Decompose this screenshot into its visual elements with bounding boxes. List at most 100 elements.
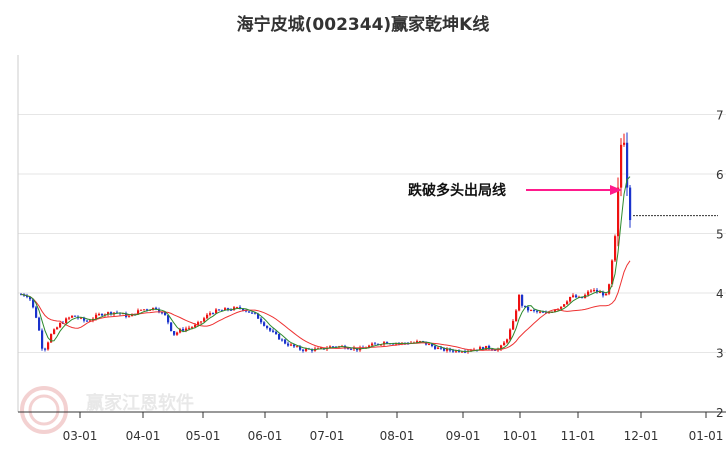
candle-body: [572, 295, 575, 297]
y-axis: 7 6 5 4 3 2: [716, 109, 724, 421]
candle-body: [509, 329, 512, 340]
candle-body: [569, 296, 572, 302]
candle-body: [494, 349, 497, 351]
candle-body: [464, 351, 467, 353]
candle-body: [542, 311, 545, 313]
candle-body: [527, 307, 530, 311]
candle-body: [35, 307, 38, 318]
candle-body: [47, 342, 50, 350]
y-tick-label: 4: [716, 287, 724, 301]
candle-body: [137, 310, 140, 315]
candle-body: [185, 328, 188, 331]
y-tick-label: 6: [716, 168, 724, 182]
candle-body: [212, 313, 215, 315]
candle-body: [173, 331, 176, 335]
candle-body: [56, 327, 59, 330]
candle-body: [296, 346, 299, 348]
candle-body: [50, 334, 53, 343]
candle-body: [608, 284, 611, 294]
candle-body: [161, 312, 164, 314]
candle-body: [95, 314, 98, 319]
candle-body: [623, 142, 626, 145]
candlesticks: [20, 132, 632, 354]
candle-body: [32, 299, 35, 308]
candle-body: [512, 321, 515, 330]
x-tick-label: 07-01: [310, 429, 345, 443]
x-tick-label: 01-01: [689, 429, 724, 443]
candle-body: [266, 325, 269, 328]
candle-body: [179, 329, 182, 333]
candle-body: [38, 317, 41, 331]
candle-body: [443, 347, 446, 351]
candle-body: [170, 322, 173, 332]
candle-body: [182, 329, 185, 331]
candle-body: [110, 312, 113, 315]
candle-body: [332, 346, 335, 348]
candle-body: [437, 347, 440, 349]
candle-body: [167, 315, 170, 323]
x-tick-label: 05-01: [186, 429, 221, 443]
candle-body: [257, 313, 260, 319]
candle-body: [500, 345, 503, 350]
candle-body: [86, 320, 89, 322]
candle-body: [440, 347, 443, 349]
candle-body: [431, 344, 434, 347]
candle-body: [206, 314, 209, 319]
candle-body: [299, 346, 302, 350]
candle-body: [590, 290, 593, 292]
candle-body: [536, 310, 539, 312]
candle-body: [26, 295, 29, 298]
candle-body: [176, 332, 179, 335]
candle-body: [263, 322, 266, 326]
watermark-seal: [20, 386, 68, 434]
candle-body: [107, 312, 110, 315]
watermark-seal-inner: [28, 394, 60, 426]
candle-body: [614, 236, 617, 261]
candle-body: [146, 309, 149, 311]
candle-body: [197, 322, 200, 325]
x-axis: 03-01 04-01 05-01 06-01 07-01 08-01 09-01 10-01…: [18, 411, 726, 443]
candle-body: [455, 350, 458, 352]
candle-body: [428, 344, 431, 346]
candle-body: [287, 343, 290, 346]
candle-body: [581, 296, 584, 299]
x-tick-label: 12-01: [624, 429, 659, 443]
candle-body: [347, 348, 350, 350]
chart-title: 海宁皮城(002344)赢家乾坤K线: [236, 15, 490, 35]
x-tick-label: 09-01: [446, 429, 481, 443]
y-tick-label: 5: [716, 228, 724, 242]
candle-body: [452, 350, 455, 352]
candle-body: [602, 291, 605, 296]
candle-body: [371, 343, 374, 346]
candle-body: [503, 342, 506, 346]
candle-body: [242, 308, 245, 311]
x-tick-label: 11-01: [561, 429, 596, 443]
long-ma-line: [20, 260, 631, 351]
candle-body: [320, 347, 323, 349]
candle-body: [140, 309, 143, 311]
candle-body: [626, 142, 629, 188]
candle-body: [380, 344, 383, 346]
candle-body: [302, 349, 305, 351]
candle-body: [305, 348, 308, 351]
candle-body: [74, 315, 77, 317]
candle-body: [218, 309, 221, 311]
candle-body: [521, 294, 524, 306]
candle-body: [59, 322, 62, 328]
candle-body: [83, 317, 86, 321]
candle-body: [392, 343, 395, 345]
y-tick-label: 3: [716, 347, 724, 361]
candle-body: [374, 343, 377, 345]
candle-body: [575, 295, 578, 298]
candle-body: [209, 313, 212, 315]
candle-body: [530, 309, 533, 311]
candle-body: [44, 348, 47, 350]
x-tick-label: 04-01: [126, 429, 161, 443]
candle-body: [275, 331, 278, 335]
candle-body: [518, 294, 521, 311]
candle-body: [245, 310, 248, 312]
candle-body: [617, 187, 620, 237]
candle-body: [203, 318, 206, 322]
x-tick-label: 08-01: [380, 429, 415, 443]
candle-body: [194, 324, 197, 328]
